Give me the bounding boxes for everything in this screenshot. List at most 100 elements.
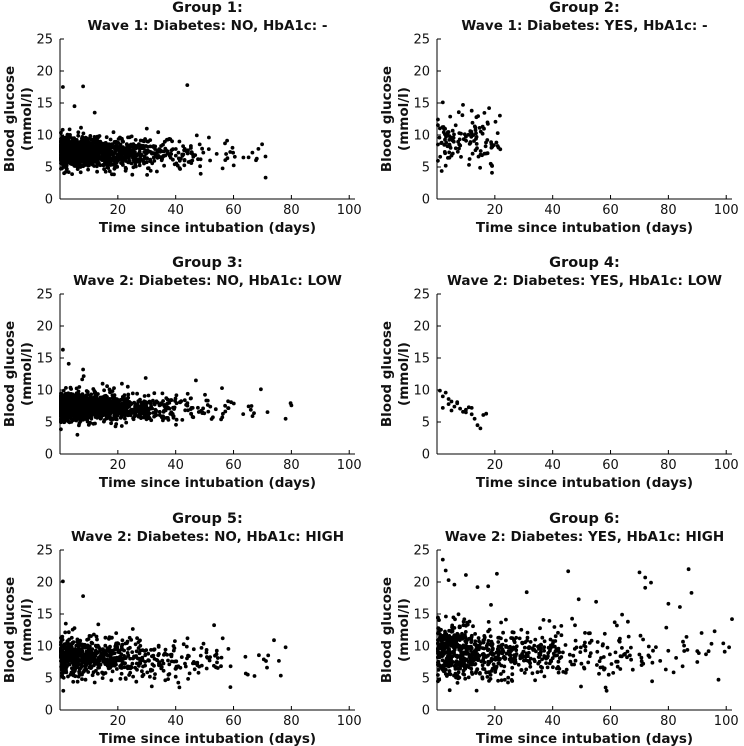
- scatter-point: [439, 140, 444, 145]
- scatter-point: [500, 651, 505, 656]
- scatter-point: [133, 150, 137, 154]
- scatter-point: [712, 629, 717, 634]
- x-tick-label: 40: [544, 458, 561, 473]
- scatter-point: [491, 662, 496, 667]
- scatter-points: [59, 83, 268, 180]
- scatter-point: [461, 103, 465, 107]
- scatter-point: [441, 634, 446, 638]
- scatter-point: [283, 645, 288, 650]
- scatter-point: [650, 679, 654, 684]
- scatter-point: [451, 615, 456, 620]
- scatter-point: [682, 649, 687, 653]
- scatter-point: [630, 667, 635, 672]
- scatter-point: [457, 638, 462, 642]
- scatter-point: [518, 656, 523, 661]
- x-tick-label: 60: [225, 714, 242, 729]
- scatter-point: [91, 398, 96, 403]
- scatter-point: [112, 663, 117, 668]
- scatter-point: [478, 149, 483, 153]
- scatter-point: [107, 150, 112, 154]
- scatter-point: [514, 652, 519, 656]
- scatter-point: [88, 396, 93, 401]
- scatter-point: [207, 658, 212, 663]
- scatter-point: [597, 659, 602, 664]
- scatter-point: [82, 659, 86, 664]
- scatter-point: [125, 404, 130, 409]
- scatter-point: [95, 169, 99, 174]
- scatter-point: [118, 403, 123, 408]
- chart-panel-6: Group 6:Wave 2: Diabetes: YES, HbA1c: HI…: [379, 511, 739, 746]
- scatter-point: [75, 658, 80, 662]
- scatter-point: [516, 662, 521, 667]
- scatter-point: [76, 130, 81, 135]
- scatter-point: [437, 135, 442, 140]
- scatter-point: [588, 651, 593, 655]
- scatter-point: [478, 129, 483, 134]
- scatter-point: [114, 631, 119, 635]
- scatter-point: [637, 652, 642, 657]
- scatter-point: [151, 144, 156, 148]
- scatter-point: [525, 652, 529, 657]
- scatter-point: [447, 669, 452, 673]
- scatter-point: [151, 653, 156, 658]
- scatter-point: [467, 157, 472, 161]
- scatter-point: [629, 645, 633, 650]
- scatter-point: [478, 426, 483, 431]
- scatter-point: [116, 411, 121, 416]
- scatter-point: [174, 422, 178, 427]
- scatter-point: [484, 670, 489, 675]
- scatter-point: [118, 142, 123, 147]
- scatter-point: [173, 674, 178, 679]
- scatter-point: [103, 402, 108, 407]
- scatter-point: [481, 640, 486, 644]
- scatter-point: [65, 639, 70, 643]
- scatter-point: [219, 655, 224, 660]
- scatter-point: [99, 396, 103, 401]
- scatter-point: [469, 134, 474, 139]
- scatter-point: [96, 671, 100, 676]
- scatter-point: [136, 640, 141, 644]
- scatter-point: [573, 623, 577, 628]
- scatter-point: [91, 387, 96, 391]
- scatter-point: [111, 130, 116, 135]
- scatter-point: [613, 650, 618, 655]
- chart-subtitle: Wave 2: Diabetes: NO, HbA1c: LOW: [73, 273, 342, 289]
- scatter-point: [480, 124, 485, 129]
- scatter-point: [709, 641, 714, 646]
- scatter-point: [154, 413, 159, 418]
- scatter-point: [121, 408, 125, 413]
- scatter-point: [142, 415, 146, 420]
- scatter-point: [441, 669, 446, 673]
- scatter-point: [489, 656, 494, 661]
- scatter-point: [73, 663, 78, 668]
- scatter-point: [497, 657, 502, 662]
- scatter-point: [278, 673, 283, 678]
- scatter-point: [499, 678, 504, 683]
- y-tick-label: 10: [413, 384, 430, 399]
- chart-title: Group 5:: [172, 511, 243, 527]
- scatter-point: [102, 419, 106, 424]
- scatter-point: [124, 166, 128, 171]
- scatter-point: [540, 635, 545, 640]
- scatter-point: [689, 591, 694, 595]
- scatter-point: [198, 164, 203, 169]
- scatter-point: [134, 649, 139, 654]
- scatter-point: [573, 638, 578, 643]
- scatter-point: [466, 675, 471, 680]
- x-tick-label: 80: [283, 458, 300, 473]
- scatter-point: [173, 153, 178, 158]
- scatter-point: [183, 664, 188, 669]
- scatter-point: [482, 111, 487, 115]
- scatter-point: [62, 415, 67, 420]
- scatter-point: [94, 143, 99, 148]
- scatter-point: [228, 685, 233, 689]
- scatter-point: [99, 415, 103, 420]
- scatter-point: [574, 645, 579, 650]
- scatter-point: [73, 158, 78, 163]
- scatter-point: [465, 663, 470, 668]
- scatter-point: [186, 148, 190, 153]
- scatter-point: [487, 679, 491, 683]
- scatter-point: [537, 651, 542, 656]
- scatter-point: [94, 634, 99, 639]
- scatter-point: [474, 142, 479, 146]
